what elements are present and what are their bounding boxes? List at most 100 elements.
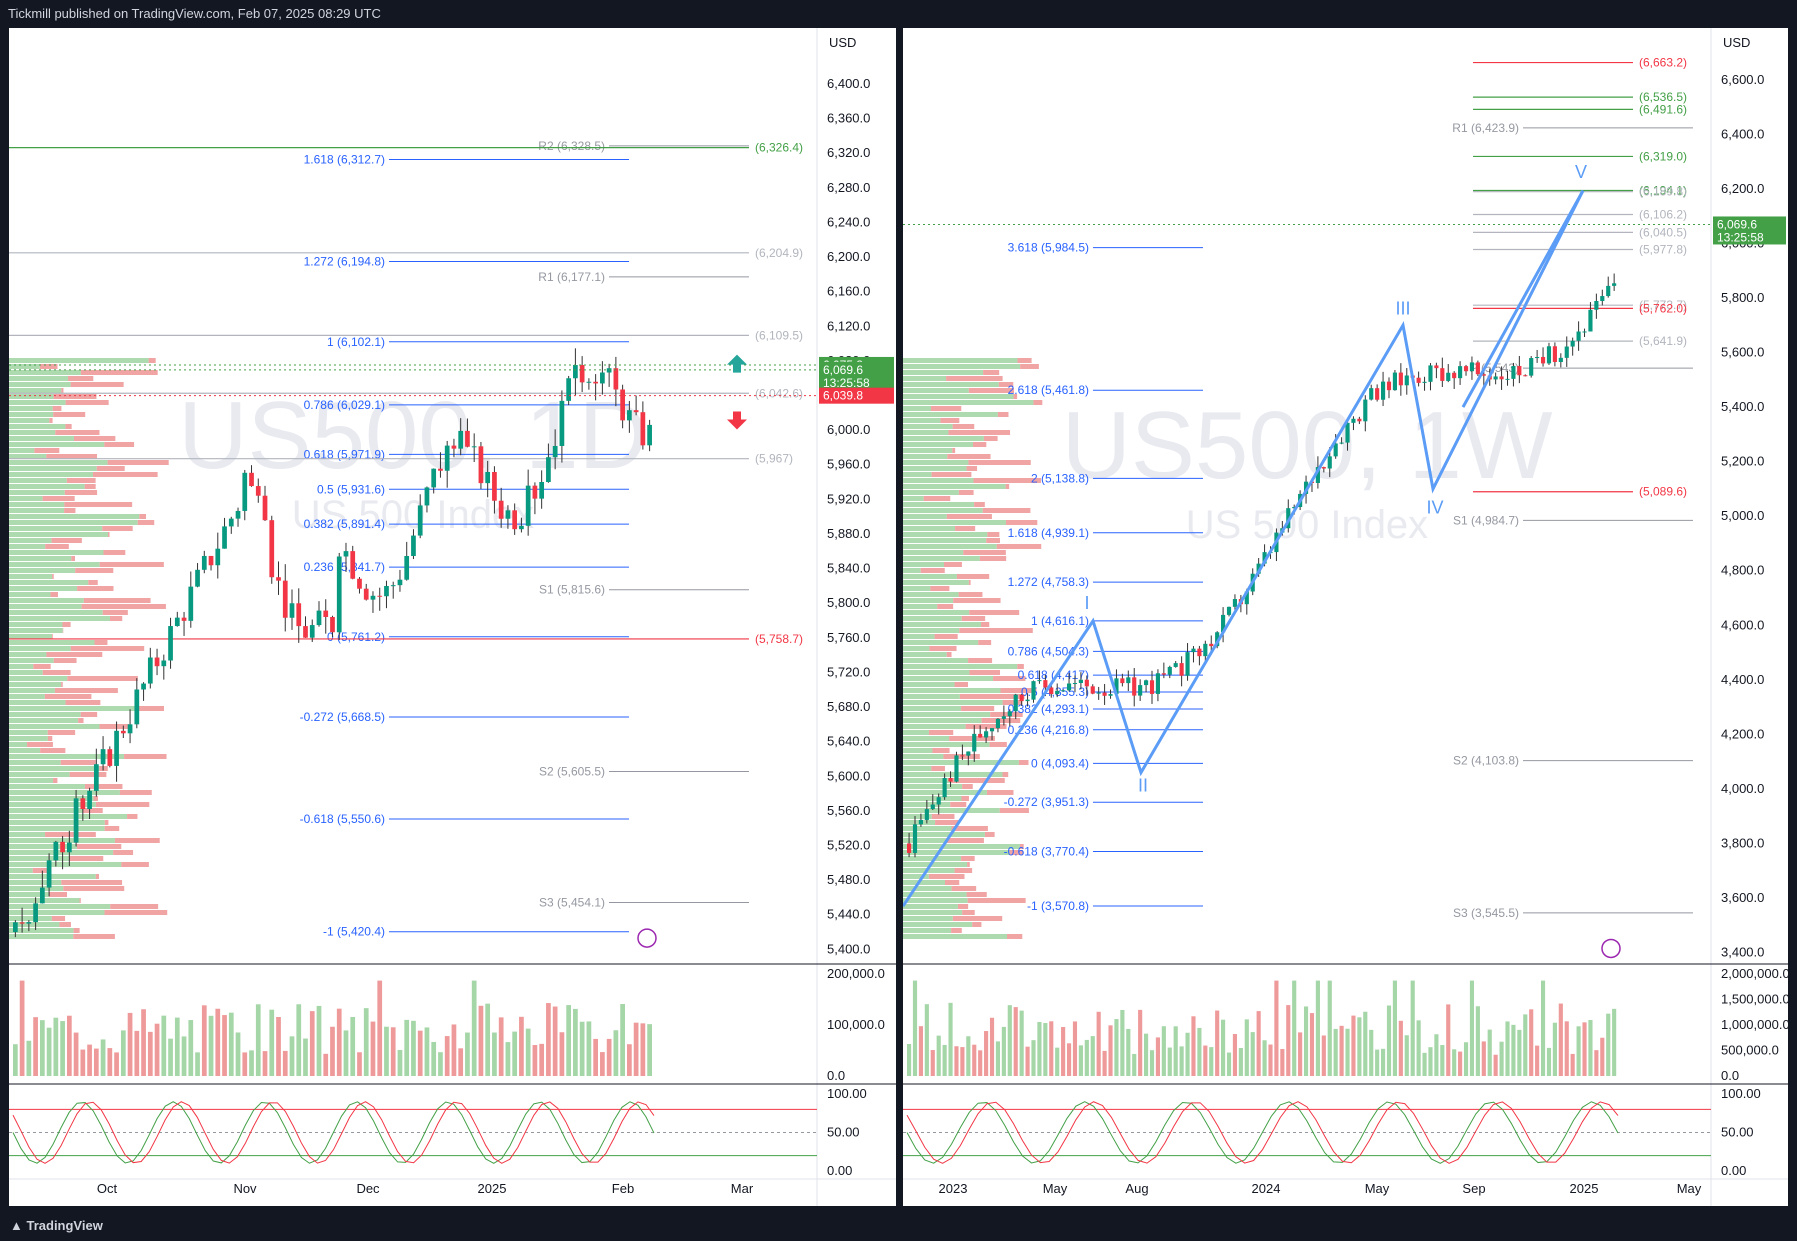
volume-profile-buy-bar (9, 856, 69, 861)
price-tick-label: 6,200.0 (827, 249, 870, 264)
volume-profile-sell-bar (75, 568, 114, 573)
volume-bar (377, 980, 383, 1076)
volume-bar (303, 1038, 308, 1076)
volume-profile-sell-bar (95, 802, 150, 807)
volume-profile-sell-bar (84, 484, 96, 489)
volume-profile-sell-bar (104, 910, 168, 915)
candle-down (1197, 648, 1202, 657)
volume-profile-sell-bar (51, 538, 82, 543)
chart-panel-daily[interactable]: US500, 1D US 500 Index 1.618 (6,312.7) 1.27… (9, 28, 896, 1206)
candle-down (282, 580, 288, 618)
candle-up (1606, 285, 1611, 297)
volume-profile-sell-bar (968, 388, 1015, 393)
volume-profile-sell-bar (947, 454, 991, 459)
candle-up (1600, 296, 1605, 301)
volume-profile-buy-bar (9, 502, 65, 507)
volume-profile-buy-bar (903, 928, 952, 933)
volume-profile-buy-bar (9, 418, 50, 423)
candle-down (1499, 376, 1504, 380)
volume-profile-buy-bar (9, 676, 68, 681)
volume-profile-buy-bar (9, 610, 103, 615)
volume-bar (1428, 1047, 1433, 1076)
candle-down (1540, 357, 1546, 364)
volume-profile-sell-bar (104, 820, 109, 825)
volume-bar (357, 1052, 362, 1076)
candle-up (566, 378, 572, 401)
volume-bar (168, 1038, 173, 1076)
volume-profile-buy-bar (903, 652, 947, 657)
volume-bar (1209, 1047, 1214, 1076)
volume-bar (907, 1043, 912, 1076)
volume-bar (296, 1004, 302, 1076)
candle-up (1066, 683, 1072, 691)
level-label: (5,089.6) (1639, 485, 1687, 499)
volume-profile-sell-bar (136, 706, 165, 711)
volume-bar (1315, 980, 1320, 1076)
tradingview-logo[interactable]: ▲ TradingView (10, 1218, 103, 1233)
time-tick-label: 2025 (478, 1181, 507, 1196)
volume-profile-buy-bar (903, 622, 982, 627)
volume-profile-sell-bar (88, 580, 98, 585)
volume-bar (134, 1030, 140, 1076)
pivot-label: S2 (4,103.8) (1453, 754, 1519, 768)
candle-down (948, 778, 953, 782)
volume-profile-buy-bar (9, 652, 47, 657)
pivot-label: S3 (5,454.1) (539, 896, 605, 910)
chart-panel-weekly[interactable]: US500, 1W US 500 Index 3.618 (5,984.5) 2.61… (903, 28, 1788, 1206)
candle-up (1588, 309, 1593, 332)
volume-profile-buy-bar (9, 904, 111, 909)
candle-up (1292, 507, 1297, 509)
volume-profile-sell-bar (920, 568, 945, 573)
pivot-label: S1 (4,984.7) (1453, 513, 1519, 527)
level-label: (5,977.8) (1639, 243, 1687, 257)
volume-bar (26, 1040, 32, 1076)
volume-bar (1564, 1021, 1569, 1076)
volume-profile-sell-bar (952, 424, 975, 429)
volume-profile-buy-bar (9, 532, 108, 537)
volume-profile-sell-bar (923, 496, 951, 501)
volume-profile-sell-bar (1033, 400, 1043, 405)
fib-level-label: 1 (4,616.1) (1031, 614, 1089, 628)
oscillator-k-line (12, 1101, 655, 1164)
volume-bar (1410, 980, 1415, 1076)
oscillator-tick-label: 0.00 (827, 1163, 852, 1178)
level-label: (5,773.7) (1639, 298, 1687, 312)
volume-bar (19, 980, 25, 1076)
volume-bar (1256, 1011, 1261, 1076)
fib-level-label: 0 (5,761.2) (327, 630, 385, 644)
volume-profile-sell-bar (959, 694, 1025, 699)
volume-profile-buy-bar (9, 700, 66, 705)
candle-down (350, 551, 356, 579)
volume-profile-buy-bar (9, 376, 69, 381)
price-badge (1713, 216, 1786, 245)
volume-profile-sell-bar (65, 700, 101, 705)
volume-profile-sell-bar (930, 586, 950, 591)
volume-bar (978, 1050, 983, 1076)
volume-profile-sell-bar (80, 712, 98, 717)
volume-profile-buy-bar (903, 838, 946, 843)
volume-profile-buy-bar (903, 700, 1003, 705)
candle-up (995, 718, 1001, 729)
volume-profile-sell-bar (986, 538, 1000, 543)
candle-up (1256, 563, 1261, 574)
level-label: (6,040.5) (1639, 225, 1687, 239)
volume-profile-sell-bar (77, 586, 114, 591)
volume-profile-buy-bar (903, 664, 1018, 669)
volume-bar (1440, 1045, 1445, 1076)
volume-profile-sell-bar (990, 712, 1023, 717)
volume-profile-buy-bar (903, 562, 944, 567)
volume-profile-sell-bar (104, 442, 135, 447)
volume-profile-buy-bar (903, 604, 938, 609)
volume-profile-buy-bar (903, 508, 983, 513)
volume-tick-label: 1,500,000.0 (1721, 992, 1788, 1007)
volume-profile-sell-bar (104, 826, 120, 831)
volume-bar (525, 1028, 531, 1076)
volume-profile-sell-bar (83, 598, 151, 603)
candle-down (208, 555, 214, 566)
volume-profile-sell-bar (969, 610, 1020, 615)
candle-up (242, 472, 248, 511)
volume-profile-buy-bar (903, 706, 962, 711)
price-tick-label: 5,480.0 (827, 872, 870, 887)
